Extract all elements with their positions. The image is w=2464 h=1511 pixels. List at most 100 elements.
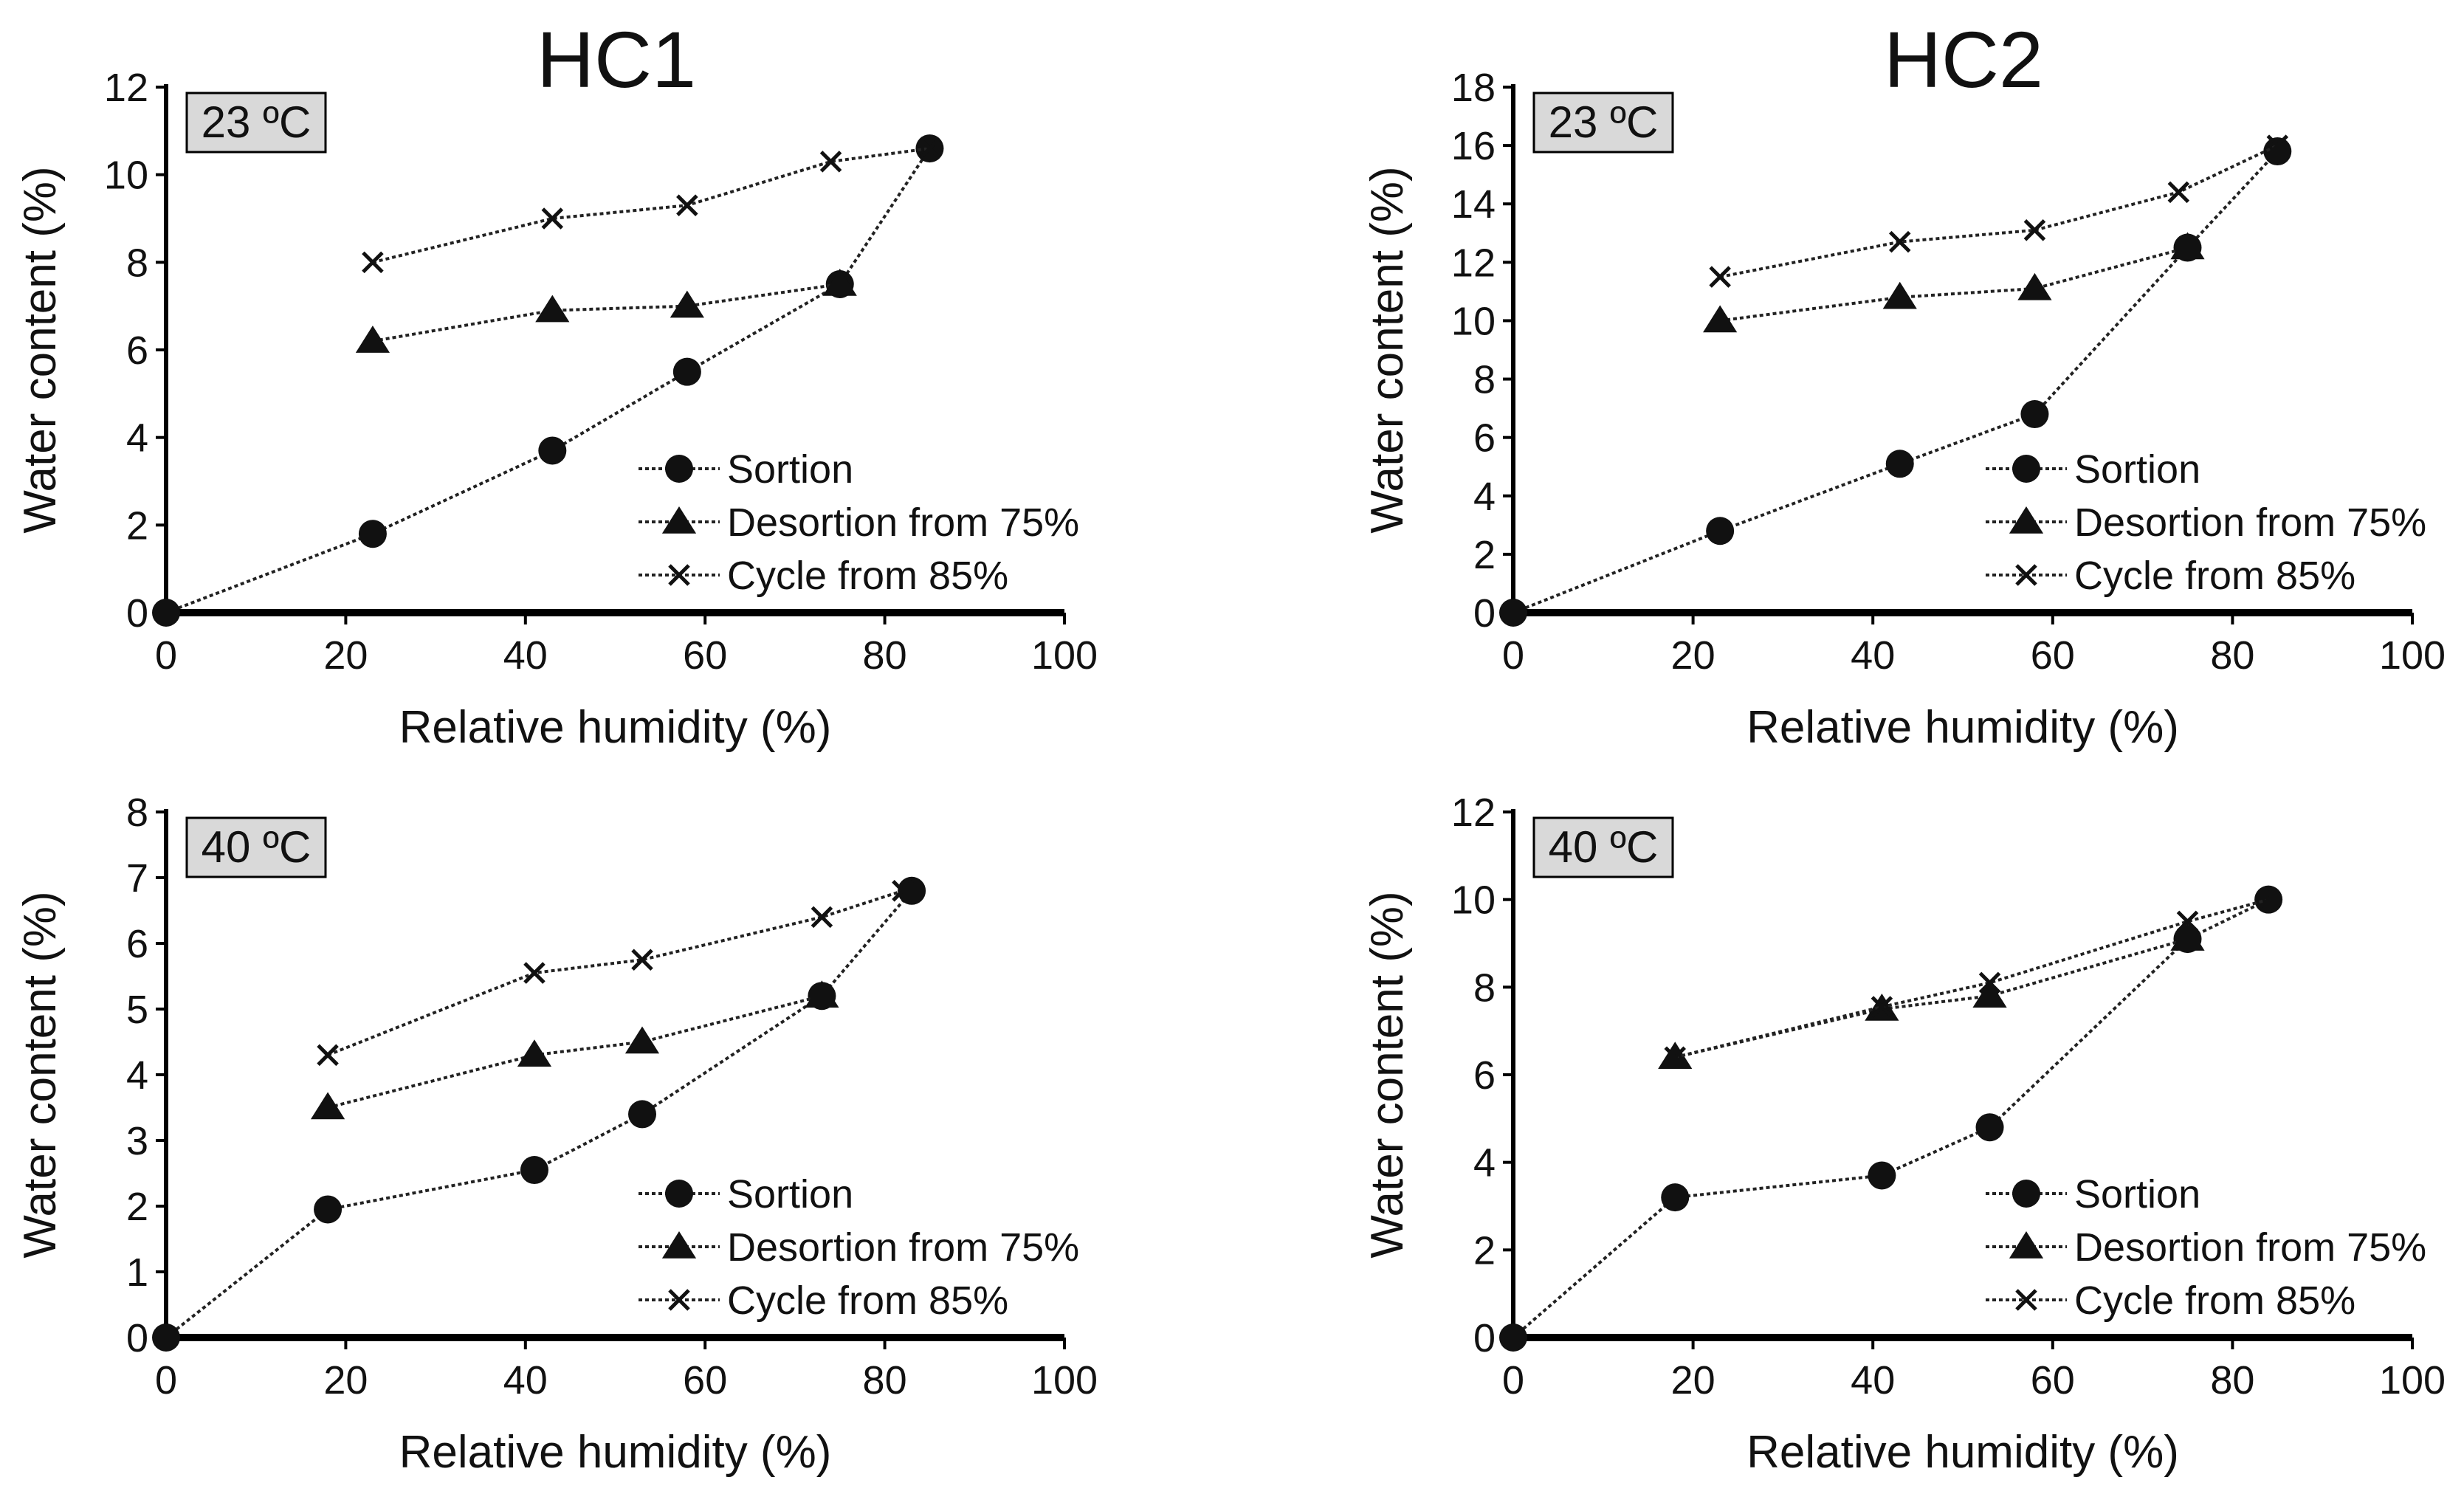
data-point-cycle-from-85: [523, 962, 546, 984]
y-tick-label: 12: [104, 66, 148, 110]
data-point-desortion-from-75: [822, 269, 857, 296]
x-tick-label: 0: [1502, 1358, 1524, 1402]
legend-marker-cycle-from-85: [2015, 564, 2037, 586]
y-tick-label: 0: [1473, 1316, 1496, 1360]
y-tick-label: 6: [1473, 1053, 1496, 1098]
data-point-cycle-from-85: [2266, 134, 2289, 156]
data-point-sortion: [152, 1324, 180, 1352]
legend-label-cycle-from-85: Cycle from 85%: [727, 554, 1008, 598]
data-point-sortion: [628, 1100, 657, 1129]
y-axis-title: Water content (%): [1362, 166, 1413, 533]
data-point-desortion-from-75: [1703, 305, 1738, 333]
y-tick-label: 6: [1473, 416, 1496, 461]
legend-label-desortion-from-75: Desortion from 75%: [2074, 1225, 2426, 1270]
data-point-sortion: [1706, 517, 1735, 545]
legend-marker-sortion: [665, 1180, 693, 1208]
data-point-sortion: [672, 357, 701, 386]
x-axis-title: Relative humidity (%): [399, 702, 832, 753]
legend-label-desortion-from-75: Desortion from 75%: [2074, 500, 2426, 545]
data-point-cycle-from-85: [1978, 971, 2001, 994]
legend-label-sortion: Sortion: [727, 1172, 853, 1216]
y-tick-label: 8: [126, 241, 148, 285]
x-tick-label: 60: [683, 1358, 727, 1402]
x-tick-label: 40: [1851, 1358, 1895, 1402]
data-point-desortion-from-75: [517, 1039, 552, 1067]
temperature-label: 40 ºC: [1549, 822, 1659, 872]
series-line-sortion: [1512, 898, 2269, 1339]
y-tick-label: 0: [126, 591, 148, 636]
data-point-cycle-from-85: [2257, 888, 2279, 911]
y-tick-label: 8: [126, 791, 148, 835]
chart-panel-4: 0 2 4 6 8 10 12 0 20 40 60 80 100 Relative humidity (…: [1362, 791, 2446, 1478]
temperature-box: [1532, 816, 1674, 878]
data-point-sortion: [538, 436, 567, 465]
data-point-desortion-from-75: [805, 980, 839, 1008]
series-line-sortion: [165, 889, 913, 1339]
data-point-cycle-from-85: [1871, 996, 1893, 1018]
series-line-sortion: [1513, 150, 2279, 614]
data-point-cycle-from-85: [1709, 266, 1731, 288]
x-tick-label: 60: [2031, 1358, 2075, 1402]
chart-panel-2: 0 2 4 6 8 10 12 14 16 18 0 20 40 60 80 100 Relative humi…: [1362, 66, 2446, 753]
y-tick-label: 2: [1473, 1228, 1496, 1273]
x-tick-label: 60: [683, 633, 727, 678]
data-point-sortion: [1661, 1183, 1690, 1212]
data-point-cycle-from-85: [819, 151, 842, 173]
legend-label-desortion-from-75: Desortion from 75%: [727, 1225, 1079, 1270]
data-point-sortion: [2263, 137, 2292, 166]
y-axis-title: Water content (%): [15, 166, 66, 533]
data-point-cycle-from-85: [2023, 219, 2046, 241]
series-line-desortion-from-75: [1719, 246, 2189, 323]
series-line-sortion: [165, 147, 932, 614]
data-point-desortion-from-75: [2170, 232, 2205, 260]
y-tick-label: 14: [1451, 182, 1496, 227]
series-line-cycle-from-85: [327, 889, 904, 1057]
y-tick-label: 18: [1451, 66, 1496, 110]
y-axis-title: Water content (%): [15, 891, 66, 1258]
data-point-cycle-from-85: [541, 207, 564, 230]
legend-label-sortion: Sortion: [2074, 1172, 2200, 1216]
data-point-sortion: [1868, 1161, 1896, 1190]
data-point-cycle-from-85: [317, 1044, 339, 1067]
x-tick-label: 0: [155, 633, 177, 678]
y-tick-label: 16: [1451, 124, 1496, 168]
temperature-label: 23 ºC: [202, 97, 312, 147]
data-point-desortion-from-75: [624, 1026, 660, 1054]
y-tick-label: 2: [126, 1185, 148, 1229]
legend-label-cycle-from-85: Cycle from 85%: [2074, 554, 2355, 598]
y-tick-label: 2: [126, 503, 148, 548]
x-tick-label: 40: [503, 633, 548, 678]
data-point-cycle-from-85: [2176, 910, 2199, 933]
temperature-box: [185, 816, 327, 878]
x-tick-label: 100: [1031, 633, 1098, 678]
legend-label-sortion: Sortion: [727, 447, 853, 492]
data-point-sortion: [520, 1156, 548, 1185]
data-point-cycle-from-85: [676, 194, 698, 216]
x-axis-title: Relative humidity (%): [1747, 702, 2179, 753]
column-title-hc1: HC1: [537, 15, 696, 104]
x-tick-label: 20: [1671, 1358, 1715, 1402]
x-tick-label: 40: [1851, 633, 1895, 678]
data-point-cycle-from-85: [918, 137, 941, 159]
y-tick-label: 4: [126, 416, 148, 461]
data-point-cycle-from-85: [2167, 181, 2190, 204]
data-point-desortion-from-75: [670, 290, 704, 318]
x-axis-title: Relative humidity (%): [1747, 1427, 2179, 1478]
legend-marker-desortion-from-75: [661, 1231, 697, 1259]
data-point-sortion: [1885, 450, 1914, 478]
x-tick-label: 100: [2379, 1358, 2446, 1402]
legend-marker-desortion-from-75: [2009, 506, 2044, 534]
legend-marker-sortion: [665, 455, 693, 483]
x-tick-label: 40: [503, 1358, 548, 1402]
data-point-sortion: [1499, 1324, 1527, 1352]
data-point-cycle-from-85: [1664, 1046, 1687, 1069]
y-tick-label: 4: [1473, 1141, 1496, 1185]
data-point-cycle-from-85: [362, 251, 384, 274]
temperature-label: 40 ºC: [202, 822, 312, 872]
y-tick-label: 4: [126, 1053, 148, 1098]
y-tick-label: 5: [126, 988, 148, 1032]
legend-marker-cycle-from-85: [668, 564, 690, 586]
y-tick-label: 10: [1451, 299, 1496, 343]
